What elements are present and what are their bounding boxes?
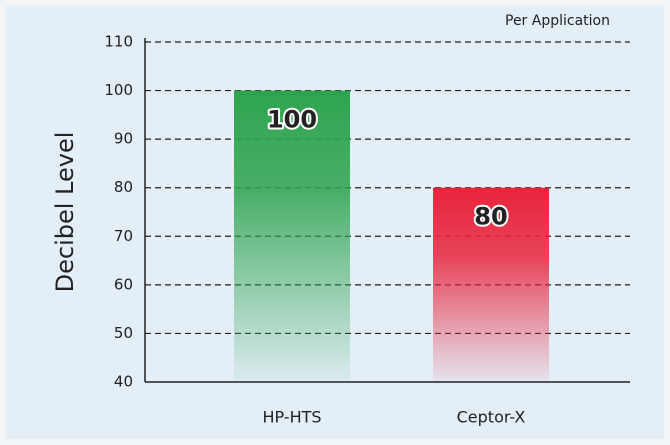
- y-axis-label: Decibel Level: [51, 132, 79, 293]
- y-tick-label: 40: [114, 373, 133, 391]
- bar: [433, 187, 549, 382]
- data-label: 100: [267, 106, 317, 134]
- x-tick-label: HP-HTS: [262, 408, 321, 427]
- y-tick-label: 90: [114, 130, 133, 148]
- y-tick-label: 70: [114, 227, 133, 245]
- bar: [234, 90, 350, 383]
- y-tick-label: 50: [114, 324, 133, 342]
- x-tick-label: Ceptor-X: [457, 408, 526, 427]
- y-tick-label: 80: [114, 178, 133, 196]
- annotation: Per Application: [505, 13, 610, 29]
- y-tick-label: 60: [114, 275, 133, 293]
- y-tick-label: 100: [104, 81, 133, 99]
- y-tick-label: 110: [104, 33, 133, 51]
- data-label: 80: [474, 203, 507, 231]
